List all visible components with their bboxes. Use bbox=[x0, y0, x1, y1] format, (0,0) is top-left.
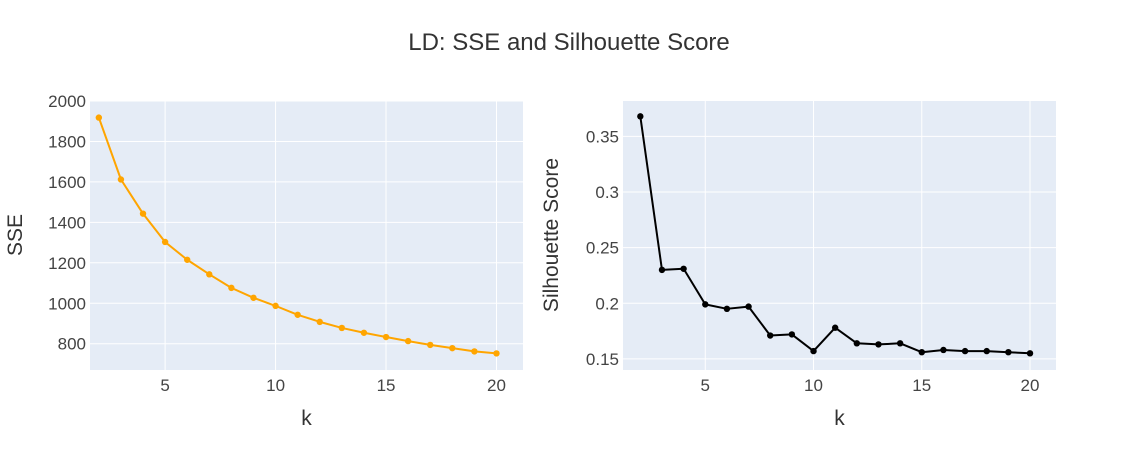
data-point bbox=[723, 305, 731, 313]
x-tick-label: 15 bbox=[377, 376, 396, 395]
data-point bbox=[745, 303, 752, 310]
x-tick-label: 5 bbox=[701, 376, 710, 395]
x-axis-title: k bbox=[834, 407, 845, 430]
subplot-2: 5 10 15 20 0.15 0.2 0.25 0.3 0.35 k Silhouette Sco… bbox=[540, 101, 1056, 430]
data-point bbox=[360, 329, 368, 336]
data-point bbox=[338, 324, 346, 332]
data-point bbox=[427, 341, 434, 349]
y-tick-label: 1600 bbox=[48, 173, 86, 192]
data-point bbox=[702, 301, 709, 308]
data-point bbox=[983, 347, 990, 355]
data-point bbox=[228, 284, 235, 292]
y-tick-label: 800 bbox=[58, 335, 86, 354]
data-point bbox=[831, 324, 839, 331]
data-point bbox=[471, 348, 478, 355]
y-tick-label: 2000 bbox=[48, 92, 86, 111]
data-point bbox=[161, 238, 169, 246]
data-point bbox=[117, 176, 125, 183]
data-point bbox=[1026, 350, 1034, 357]
data-point bbox=[810, 347, 817, 355]
y-tick-label: 0.35 bbox=[586, 127, 619, 146]
data-point bbox=[680, 265, 687, 272]
x-tick-label: 20 bbox=[487, 376, 506, 395]
data-point bbox=[896, 340, 904, 347]
plot-area bbox=[90, 101, 523, 370]
data-point bbox=[184, 256, 191, 263]
data-point bbox=[139, 210, 147, 217]
data-point bbox=[1005, 349, 1012, 356]
data-point bbox=[250, 294, 257, 301]
y-tick-label: 0.15 bbox=[586, 350, 619, 369]
data-point bbox=[449, 344, 456, 352]
data-point bbox=[206, 271, 213, 278]
y-tick-label: 1000 bbox=[48, 294, 86, 313]
y-tick-label: 0.25 bbox=[586, 239, 619, 258]
data-point bbox=[272, 302, 279, 310]
data-point bbox=[767, 332, 774, 339]
data-point bbox=[95, 114, 103, 121]
data-point bbox=[853, 340, 861, 347]
data-point bbox=[918, 349, 925, 356]
x-tick-label: 10 bbox=[266, 376, 285, 395]
data-point bbox=[316, 318, 323, 326]
x-tick-label: 10 bbox=[804, 376, 823, 395]
data-point bbox=[294, 311, 301, 318]
data-point bbox=[788, 331, 796, 338]
y-tick-label: 1200 bbox=[48, 254, 86, 273]
y-tick-label: 0.3 bbox=[595, 183, 619, 202]
y-axis-title: Silhouette Score bbox=[540, 158, 563, 312]
x-tick-label: 15 bbox=[912, 376, 931, 395]
data-point bbox=[404, 337, 412, 345]
x-tick-label: 5 bbox=[160, 376, 169, 395]
data-point bbox=[493, 350, 500, 357]
figure-title: LD: SSE and Silhouette Score bbox=[408, 29, 730, 56]
x-axis-title: k bbox=[301, 407, 312, 430]
y-tick-label: 1400 bbox=[48, 213, 86, 232]
data-point bbox=[637, 113, 644, 120]
subplot-1: 5 10 15 20 800 1000 1200 1400 1600 1800 2000 k SSE bbox=[4, 92, 523, 430]
data-point bbox=[940, 346, 947, 354]
y-tick-label: 0.2 bbox=[595, 294, 619, 313]
plot-area bbox=[623, 101, 1056, 370]
data-point bbox=[961, 347, 969, 355]
y-tick-label: 1800 bbox=[48, 132, 86, 151]
data-point bbox=[658, 266, 666, 274]
x-tick-label: 20 bbox=[1021, 376, 1040, 395]
data-point bbox=[875, 341, 882, 348]
y-axis-title: SSE bbox=[4, 214, 27, 256]
data-point bbox=[382, 333, 390, 341]
